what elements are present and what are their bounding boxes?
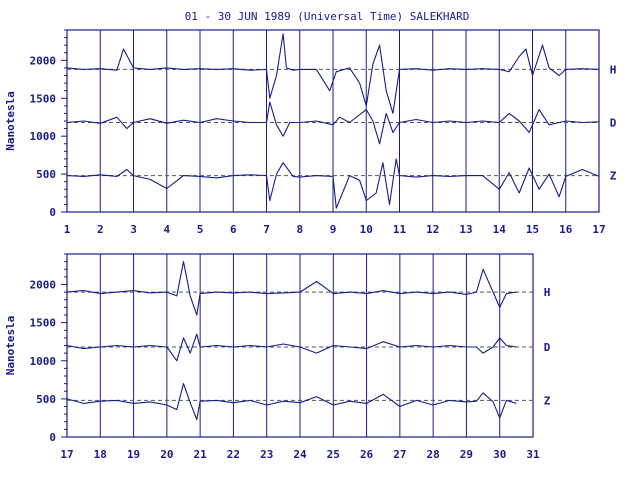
y-tick-label: 500 (36, 393, 56, 406)
x-tick-label: 8 (296, 223, 303, 236)
y-tick-label: 1500 (30, 317, 57, 330)
series-label-h: H (544, 286, 551, 299)
y-tick-label: 0 (49, 206, 56, 219)
series-h: H (66, 261, 551, 316)
series-label-d: D (544, 341, 551, 354)
series-label-z: Z (610, 170, 617, 183)
x-tick-label: 10 (360, 223, 373, 236)
x-tick-label: 30 (493, 448, 506, 461)
series-h: H (66, 33, 617, 114)
x-tick-label: 9 (330, 223, 337, 236)
trace-h (66, 261, 517, 316)
y-tick-label: 1500 (30, 92, 57, 105)
x-tick-label: 26 (360, 448, 374, 461)
x-tick-label: 16 (559, 223, 573, 236)
trace-d (66, 333, 517, 362)
series-z: Z (66, 158, 617, 209)
x-tick-label: 13 (459, 223, 472, 236)
x-tick-label: 22 (227, 448, 240, 461)
series-label-z: Z (544, 394, 551, 407)
trace-d (66, 101, 600, 145)
trace-z (66, 158, 600, 209)
x-tick-label: 18 (94, 448, 107, 461)
x-tick-label: 29 (460, 448, 473, 461)
x-tick-label: 27 (393, 448, 406, 461)
series-d: D (66, 101, 617, 145)
y-tick-label: 2000 (30, 279, 57, 292)
y-tick-label: 500 (36, 168, 56, 181)
x-tick-label: 17 (60, 448, 73, 461)
x-tick-label: 19 (127, 448, 140, 461)
chart-title: 01 - 30 JUN 1989 (Universal Time) SALEKH… (185, 10, 470, 23)
y-tick-label: 1000 (30, 355, 57, 368)
y-axis-label: Nanotesla (4, 316, 17, 376)
x-tick-label: 17 (592, 223, 605, 236)
x-tick-label: 11 (393, 223, 407, 236)
x-tick-label: 23 (260, 448, 273, 461)
y-tick-label: 0 (49, 431, 56, 444)
x-tick-label: 28 (427, 448, 440, 461)
x-tick-label: 2 (97, 223, 104, 236)
y-tick-label: 2000 (30, 54, 57, 67)
x-tick-label: 25 (327, 448, 340, 461)
series-z: Z (66, 383, 551, 421)
panels-layer: 1 2 3 4 5 6 7 8 9 10 11 12 13 14 15 16 17050010001500200… (4, 29, 617, 461)
x-tick-label: 7 (263, 223, 270, 236)
x-tick-label: 20 (160, 448, 173, 461)
x-tick-label: 4 (163, 223, 170, 236)
y-tick-label: 1000 (30, 130, 57, 143)
panel-top: 1 2 3 4 5 6 7 8 9 10 11 12 13 14 15 16 17050010001500200… (4, 29, 617, 236)
x-tick-label: 15 (526, 223, 539, 236)
trace-z (66, 383, 517, 421)
x-tick-label: 3 (130, 223, 137, 236)
x-tick-label: 14 (493, 223, 507, 236)
series-label-d: D (610, 117, 617, 130)
x-tick-label: 31 (526, 448, 540, 461)
x-tick-label: 24 (293, 448, 307, 461)
trace-h (66, 33, 600, 114)
x-tick-label: 12 (426, 223, 439, 236)
series-d: D (66, 333, 551, 362)
y-axis-label: Nanotesla (4, 91, 17, 151)
panel-bottom: 17 18 19 20 21 22 23 24 25 26 27 28 29 30 31 0 500 1000 15… (4, 253, 551, 461)
series-label-h: H (610, 63, 617, 76)
x-tick-label: 6 (230, 223, 237, 236)
x-tick-label: 21 (194, 448, 208, 461)
x-tick-label: 5 (197, 223, 204, 236)
x-tick-label: 1 (64, 223, 71, 236)
